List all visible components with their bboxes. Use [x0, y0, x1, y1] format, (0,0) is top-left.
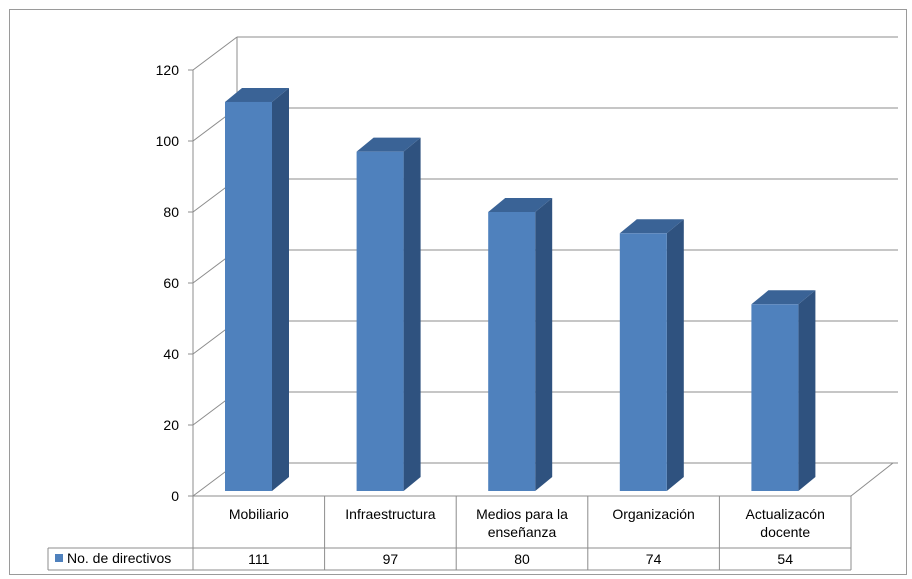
- bar-side: [272, 87, 289, 491]
- bar-top: [488, 198, 553, 212]
- bar-side: [403, 137, 421, 491]
- y-tick-label: 60: [163, 275, 179, 291]
- category-label: Organización: [612, 506, 695, 522]
- floor-edge: [850, 462, 894, 497]
- bar[interactable]: [619, 233, 667, 492]
- gridline-connector: [192, 36, 238, 71]
- legend-key: [55, 554, 63, 562]
- data-table-value: 74: [646, 551, 662, 567]
- bar-side: [666, 219, 684, 492]
- category-label: docente: [760, 524, 810, 540]
- y-tick-label: 80: [163, 204, 179, 220]
- data-table-value: 80: [514, 551, 530, 567]
- data-table-value: 97: [383, 551, 399, 567]
- category-label: Medios para la: [476, 506, 568, 522]
- category-label: Mobiliario: [229, 506, 289, 522]
- legend-label: No. de directivos: [67, 550, 171, 566]
- y-tick-label: 100: [156, 133, 180, 149]
- bar-top: [356, 137, 421, 152]
- bar[interactable]: [488, 212, 536, 491]
- y-tick-label: 20: [163, 417, 179, 433]
- bar-top: [751, 290, 816, 305]
- data-table-value: 54: [777, 551, 793, 567]
- data-table-value: 111: [248, 551, 269, 567]
- bar[interactable]: [356, 151, 404, 491]
- bar-side: [535, 198, 553, 491]
- category-label: Infraestructura: [345, 506, 435, 522]
- y-tick-label: 0: [171, 488, 179, 504]
- y-tick-label: 40: [163, 346, 179, 362]
- category-label: Actualizacón: [746, 506, 825, 522]
- bar[interactable]: [225, 101, 272, 491]
- bar-top: [225, 87, 289, 102]
- bar-side: [798, 290, 816, 491]
- category-label: enseñanza: [488, 524, 557, 540]
- bar[interactable]: [751, 304, 799, 491]
- bar-top: [619, 219, 684, 234]
- y-tick-label: 120: [156, 62, 180, 78]
